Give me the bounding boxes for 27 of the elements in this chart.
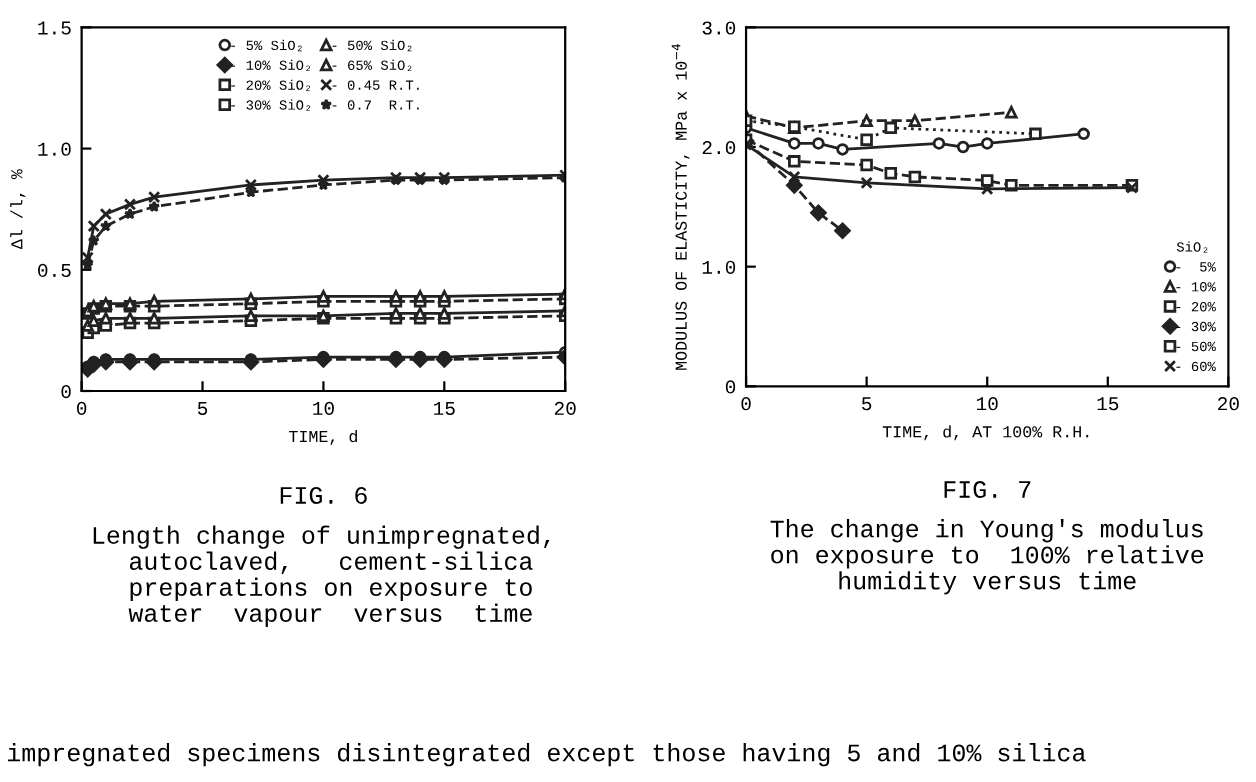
x-axis-title: TIME, d, AT 100% R.H. [882,425,1089,441]
text: FIG. 7 [944,481,1031,498]
x-axis-title: TIME, d [289,429,357,445]
y-tick-label: 1.0 [702,260,736,274]
x-tick-label: 10 [313,401,334,415]
y-tick-label: 0.5 [38,263,71,278]
y-tick-label: 0 [61,385,71,399]
x-tick-label: 15 [434,402,455,415]
x-tick-label: 20 [554,401,576,415]
x-tick-label: 5 [862,397,872,411]
x-tick-label: 5 [197,402,208,415]
y-tick-label: 2.0 [702,141,736,155]
x-tick-label: 10 [976,397,998,411]
y-tick-label: 1.0 [38,142,71,156]
y-tick-label: 3.0 [702,21,736,35]
text: The change in Young's modulus on exposure to 100% relative humidity versus time [770,519,1204,595]
y-axis-title: MODULUS OF ELASTICITY, MPa x 10$^{−4}$ [671,44,690,370]
y-tick-label: 0 [725,380,736,394]
text: Length change of unimpregnated, autoclaved, cement-silica preparations on exposure to water vapour versus time [93,525,550,627]
text: FIG. 6 [280,486,367,504]
x-tick-label: 0 [76,401,87,415]
x-tick-label: 0 [741,397,751,411]
text: impregnated specimens disintegrated except those having 5 and 10% silica [8,743,1086,767]
x-tick-label: 15 [1097,397,1119,411]
y-axis-title: Δl /l, % [10,169,26,250]
x-tick-label: 20 [1218,397,1239,411]
y-tick-label: 1.5 [38,21,71,35]
